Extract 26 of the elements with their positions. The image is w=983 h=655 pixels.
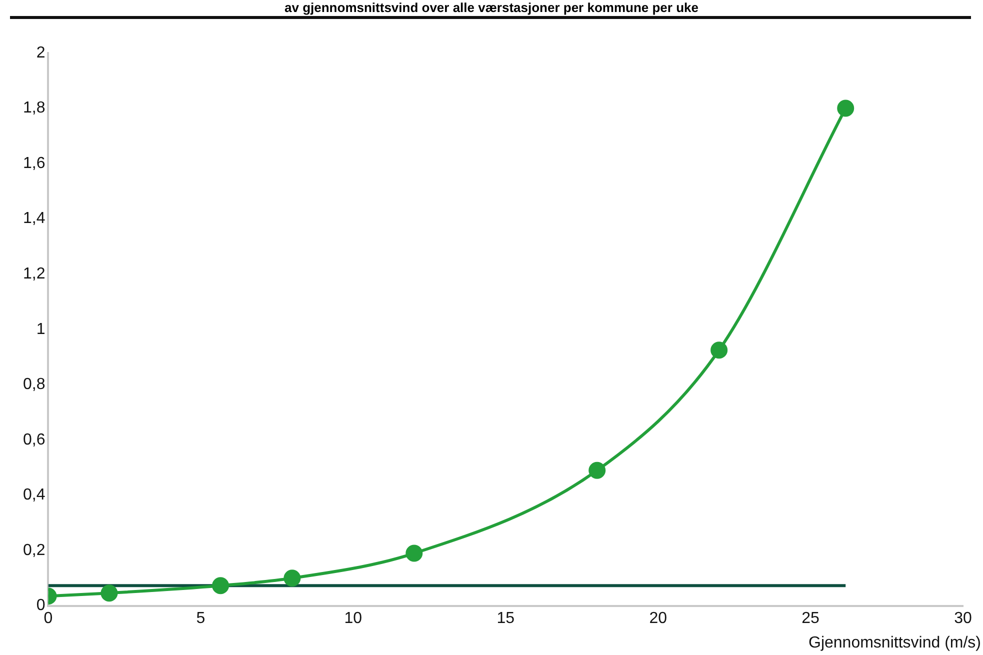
x-tick-label: 10 <box>344 610 362 627</box>
x-tick-label: 25 <box>802 610 820 627</box>
y-tick-label: 0,8 <box>22 376 46 394</box>
point <box>837 100 854 117</box>
point <box>588 462 606 479</box>
point <box>406 544 423 562</box>
x-tick-label: 5 <box>196 610 206 627</box>
point <box>100 584 118 602</box>
point <box>284 570 301 587</box>
y-tick-label: 0,6 <box>22 431 46 448</box>
y-tick-label: 1,4 <box>22 210 46 228</box>
y-tick-label: 0,4 <box>22 486 46 504</box>
y-tick-label: 2 <box>36 44 46 62</box>
x-tick-label: 30 <box>954 610 972 627</box>
y-tick-label: 1 <box>36 320 46 338</box>
y-tick-label: 0 <box>36 597 46 614</box>
x-tick-label: 20 <box>649 610 668 627</box>
y-tick-label: 1,8 <box>22 100 46 117</box>
x-axis-title: Gjennomsnittsvind (m/s) <box>808 634 981 652</box>
y-tick-label: 1,2 <box>22 266 46 283</box>
point <box>710 342 728 359</box>
y-tick-label: 0,2 <box>22 542 46 559</box>
x-tick-label: 15 <box>496 610 515 627</box>
point <box>212 577 230 594</box>
chart-title: av gjennomsnittsvind over alle værstasjoner per kommune per uke <box>284 0 700 16</box>
y-tick-label: 1,6 <box>22 154 46 172</box>
